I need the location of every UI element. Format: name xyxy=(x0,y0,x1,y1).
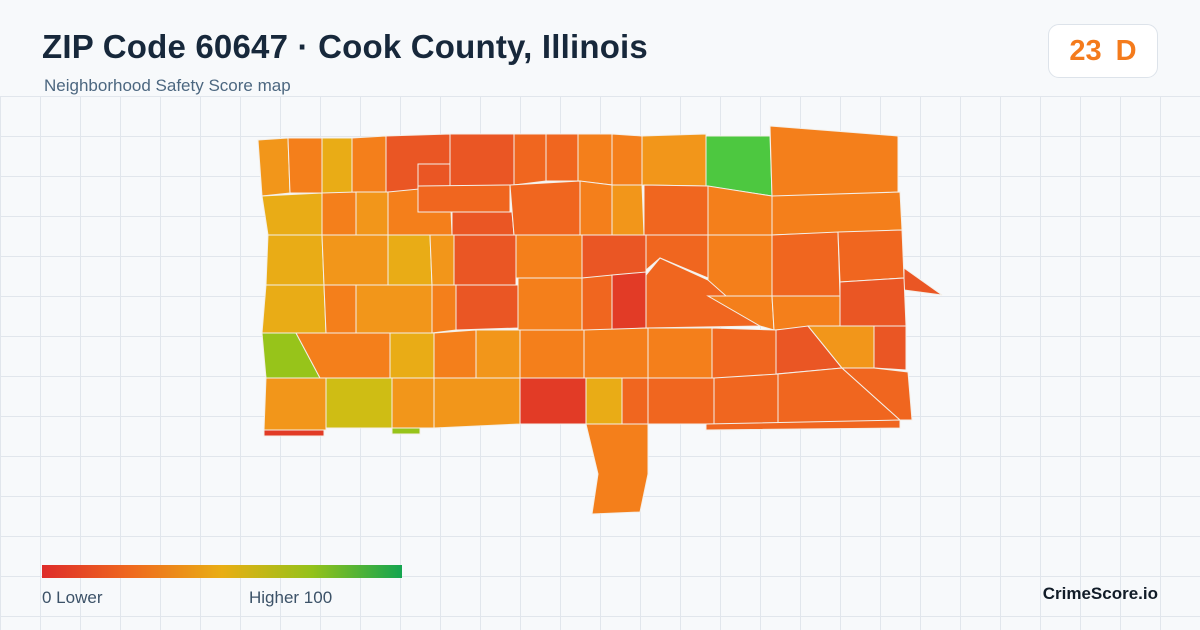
score-value: 23 xyxy=(1069,34,1102,67)
score-grade: D xyxy=(1115,34,1137,67)
block-2[interactable] xyxy=(287,137,323,194)
block-69[interactable] xyxy=(621,377,649,425)
block-45[interactable] xyxy=(581,274,613,331)
block-56[interactable] xyxy=(519,329,585,379)
header: ZIP Code 60647 · Cook County, Illinois N… xyxy=(0,0,1200,96)
legend-low-label: 0 Lower xyxy=(42,588,103,607)
block-57[interactable] xyxy=(583,327,649,379)
block-4[interactable] xyxy=(351,135,387,194)
block-40[interactable] xyxy=(323,284,357,334)
block-50[interactable] xyxy=(839,277,907,327)
block-70[interactable] xyxy=(647,377,715,425)
block-49[interactable] xyxy=(771,295,841,331)
block-54[interactable] xyxy=(433,329,477,379)
block-55[interactable] xyxy=(475,329,521,379)
block-8[interactable] xyxy=(513,133,547,186)
block-33[interactable] xyxy=(581,234,647,279)
block-30[interactable] xyxy=(429,234,455,286)
block-41[interactable] xyxy=(355,284,433,334)
legend-color-scale xyxy=(42,565,402,578)
block-37[interactable] xyxy=(837,229,905,283)
block-73[interactable] xyxy=(840,367,913,421)
block-76[interactable] xyxy=(585,423,649,515)
block-66[interactable] xyxy=(433,377,521,429)
block-74[interactable] xyxy=(263,429,325,437)
block-34[interactable] xyxy=(645,234,709,279)
block-27[interactable] xyxy=(265,234,325,286)
block-77[interactable] xyxy=(705,419,901,431)
block-64[interactable] xyxy=(325,377,393,429)
block-3[interactable] xyxy=(321,137,353,194)
block-24[interactable] xyxy=(643,184,709,236)
block-43[interactable] xyxy=(455,284,519,331)
page-subtitle: Neighborhood Safety Score map xyxy=(44,76,291,95)
block-16[interactable] xyxy=(321,191,357,236)
block-19[interactable] xyxy=(417,184,511,213)
block-17[interactable] xyxy=(355,191,389,236)
score-badge: 23 D xyxy=(1048,24,1158,78)
block-62[interactable] xyxy=(873,325,907,371)
block-35[interactable] xyxy=(707,234,773,297)
block-58[interactable] xyxy=(647,327,713,379)
block-14[interactable] xyxy=(769,125,899,197)
block-28[interactable] xyxy=(321,234,389,286)
page-title: ZIP Code 60647 · Cook County, Illinois xyxy=(42,28,648,65)
block-10[interactable] xyxy=(577,133,613,186)
block-39[interactable] xyxy=(261,284,327,334)
block-26[interactable] xyxy=(771,191,903,236)
block-71[interactable] xyxy=(713,373,779,429)
block-32[interactable] xyxy=(515,234,583,279)
block-1[interactable] xyxy=(257,137,291,197)
brand-logo-text[interactable]: CrimeScore.io xyxy=(1042,584,1158,603)
block-68[interactable] xyxy=(585,377,623,425)
block-63[interactable] xyxy=(263,377,327,431)
legend-high-label: Higher 100 xyxy=(249,588,333,607)
block-53[interactable] xyxy=(389,332,435,379)
block-9[interactable] xyxy=(545,133,579,182)
block-22[interactable] xyxy=(579,180,613,236)
block-38[interactable] xyxy=(903,267,943,296)
block-44[interactable] xyxy=(517,277,583,331)
block-12[interactable] xyxy=(641,133,707,187)
block-42[interactable] xyxy=(431,284,457,334)
block-75[interactable] xyxy=(391,427,421,435)
zip-area-outline xyxy=(257,125,943,515)
block-65[interactable] xyxy=(391,377,435,429)
block-36[interactable] xyxy=(771,231,841,297)
block-67[interactable] xyxy=(519,377,587,425)
block-31[interactable] xyxy=(453,234,517,286)
block-15[interactable] xyxy=(261,192,323,236)
block-21[interactable] xyxy=(509,180,581,236)
block-29[interactable] xyxy=(387,234,433,286)
block-7[interactable] xyxy=(449,133,515,187)
block-11[interactable] xyxy=(611,133,643,186)
block-46[interactable] xyxy=(611,271,647,331)
block-23[interactable] xyxy=(611,184,645,236)
block-20[interactable] xyxy=(451,211,515,236)
block-59[interactable] xyxy=(711,327,777,379)
